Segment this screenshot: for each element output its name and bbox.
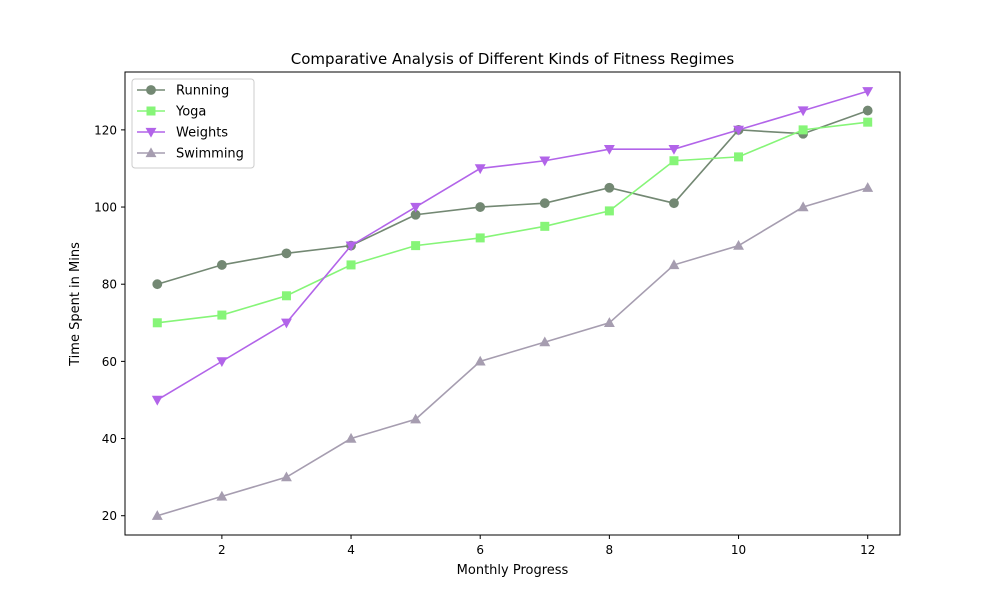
weights-point <box>474 164 486 175</box>
legend-marker <box>145 147 157 158</box>
yoga-point <box>475 233 485 243</box>
legend-item-weights: Weights <box>137 126 228 141</box>
yoga-point <box>346 260 356 270</box>
weights-point <box>151 395 163 406</box>
yoga-point <box>734 152 744 162</box>
weights-point <box>797 106 809 117</box>
y-tick-label: 80 <box>102 278 117 292</box>
yoga-point <box>217 310 227 320</box>
legend-label: Weights <box>176 126 228 141</box>
swimming-point <box>410 413 422 424</box>
running-point <box>216 260 227 270</box>
x-tick-label: 10 <box>731 543 746 557</box>
yoga-point <box>540 221 550 231</box>
yoga-point <box>411 241 421 251</box>
y-axis-label: Time Spent in Mins <box>68 242 83 367</box>
yoga-point <box>669 156 679 166</box>
weights-point <box>603 144 615 155</box>
legend-item-yoga: Yoga <box>137 105 206 120</box>
legend-label: Yoga <box>175 105 206 120</box>
legend: Running Yoga Weights Swimming <box>131 78 255 169</box>
weights-point <box>862 87 874 97</box>
y-tick-label: 20 <box>102 509 117 523</box>
x-axis-label: Monthly Progress <box>457 563 569 578</box>
weights-point <box>281 318 292 329</box>
legend-marker <box>146 85 156 95</box>
x-tick-label: 6 <box>476 543 484 557</box>
yoga-point <box>798 125 808 135</box>
legend-marker <box>146 106 156 116</box>
x-tick-label: 8 <box>606 543 614 557</box>
y-tick-label: 120 <box>94 123 117 137</box>
swimming-point <box>345 432 357 443</box>
running-point <box>539 198 550 209</box>
series-yoga <box>152 117 873 328</box>
swimming-point <box>603 317 615 327</box>
swimming-line <box>157 186 868 517</box>
swimming-point <box>668 259 680 270</box>
series-swimming <box>151 182 874 520</box>
chart-title: Comparative Analysis of Different Kinds … <box>291 50 735 68</box>
weights-point <box>539 156 551 167</box>
weights-point <box>345 241 357 252</box>
legend-box <box>131 78 255 169</box>
legend-item-swimming: Swimming <box>137 147 244 162</box>
plot-frame <box>124 71 901 536</box>
series-running <box>152 105 873 290</box>
y-tick-label: 100 <box>94 201 117 215</box>
weights-point <box>668 144 680 155</box>
x-tick-label: 4 <box>347 543 355 557</box>
swimming-point <box>216 490 228 501</box>
yoga-line <box>157 121 868 324</box>
weights-point <box>733 125 744 136</box>
yoga-point <box>281 291 291 301</box>
running-point <box>604 182 615 193</box>
swimming-point <box>862 182 874 192</box>
legend-label: Swimming <box>176 147 244 162</box>
swimming-point <box>281 471 292 482</box>
legend-label: Running <box>176 84 229 99</box>
series-weights <box>151 87 874 406</box>
x-tick-label: 2 <box>218 543 226 557</box>
legend-item-running: Running <box>137 84 229 99</box>
swimming-point <box>733 239 744 250</box>
y-tick-label: 60 <box>102 355 117 369</box>
swimming-point <box>151 510 163 520</box>
running-point <box>152 279 163 290</box>
yoga-point <box>604 206 614 216</box>
running-point <box>281 248 292 259</box>
weights-point <box>410 202 422 213</box>
plot-area: 2 4 6 8 10 12 20 40 60 80 100 120 <box>94 71 901 557</box>
swimming-point <box>474 355 486 366</box>
swimming-point <box>539 336 551 347</box>
running-point <box>862 105 873 116</box>
weights-line <box>156 90 868 401</box>
x-tick-label: 12 <box>860 543 875 557</box>
weights-point <box>216 357 228 368</box>
swimming-point <box>797 201 809 212</box>
yoga-point <box>152 318 162 328</box>
y-tick-label: 40 <box>102 432 117 446</box>
yoga-point <box>863 117 873 127</box>
legend-marker <box>145 127 157 138</box>
running-line <box>157 109 868 285</box>
running-point <box>475 202 486 212</box>
running-point <box>669 198 679 209</box>
